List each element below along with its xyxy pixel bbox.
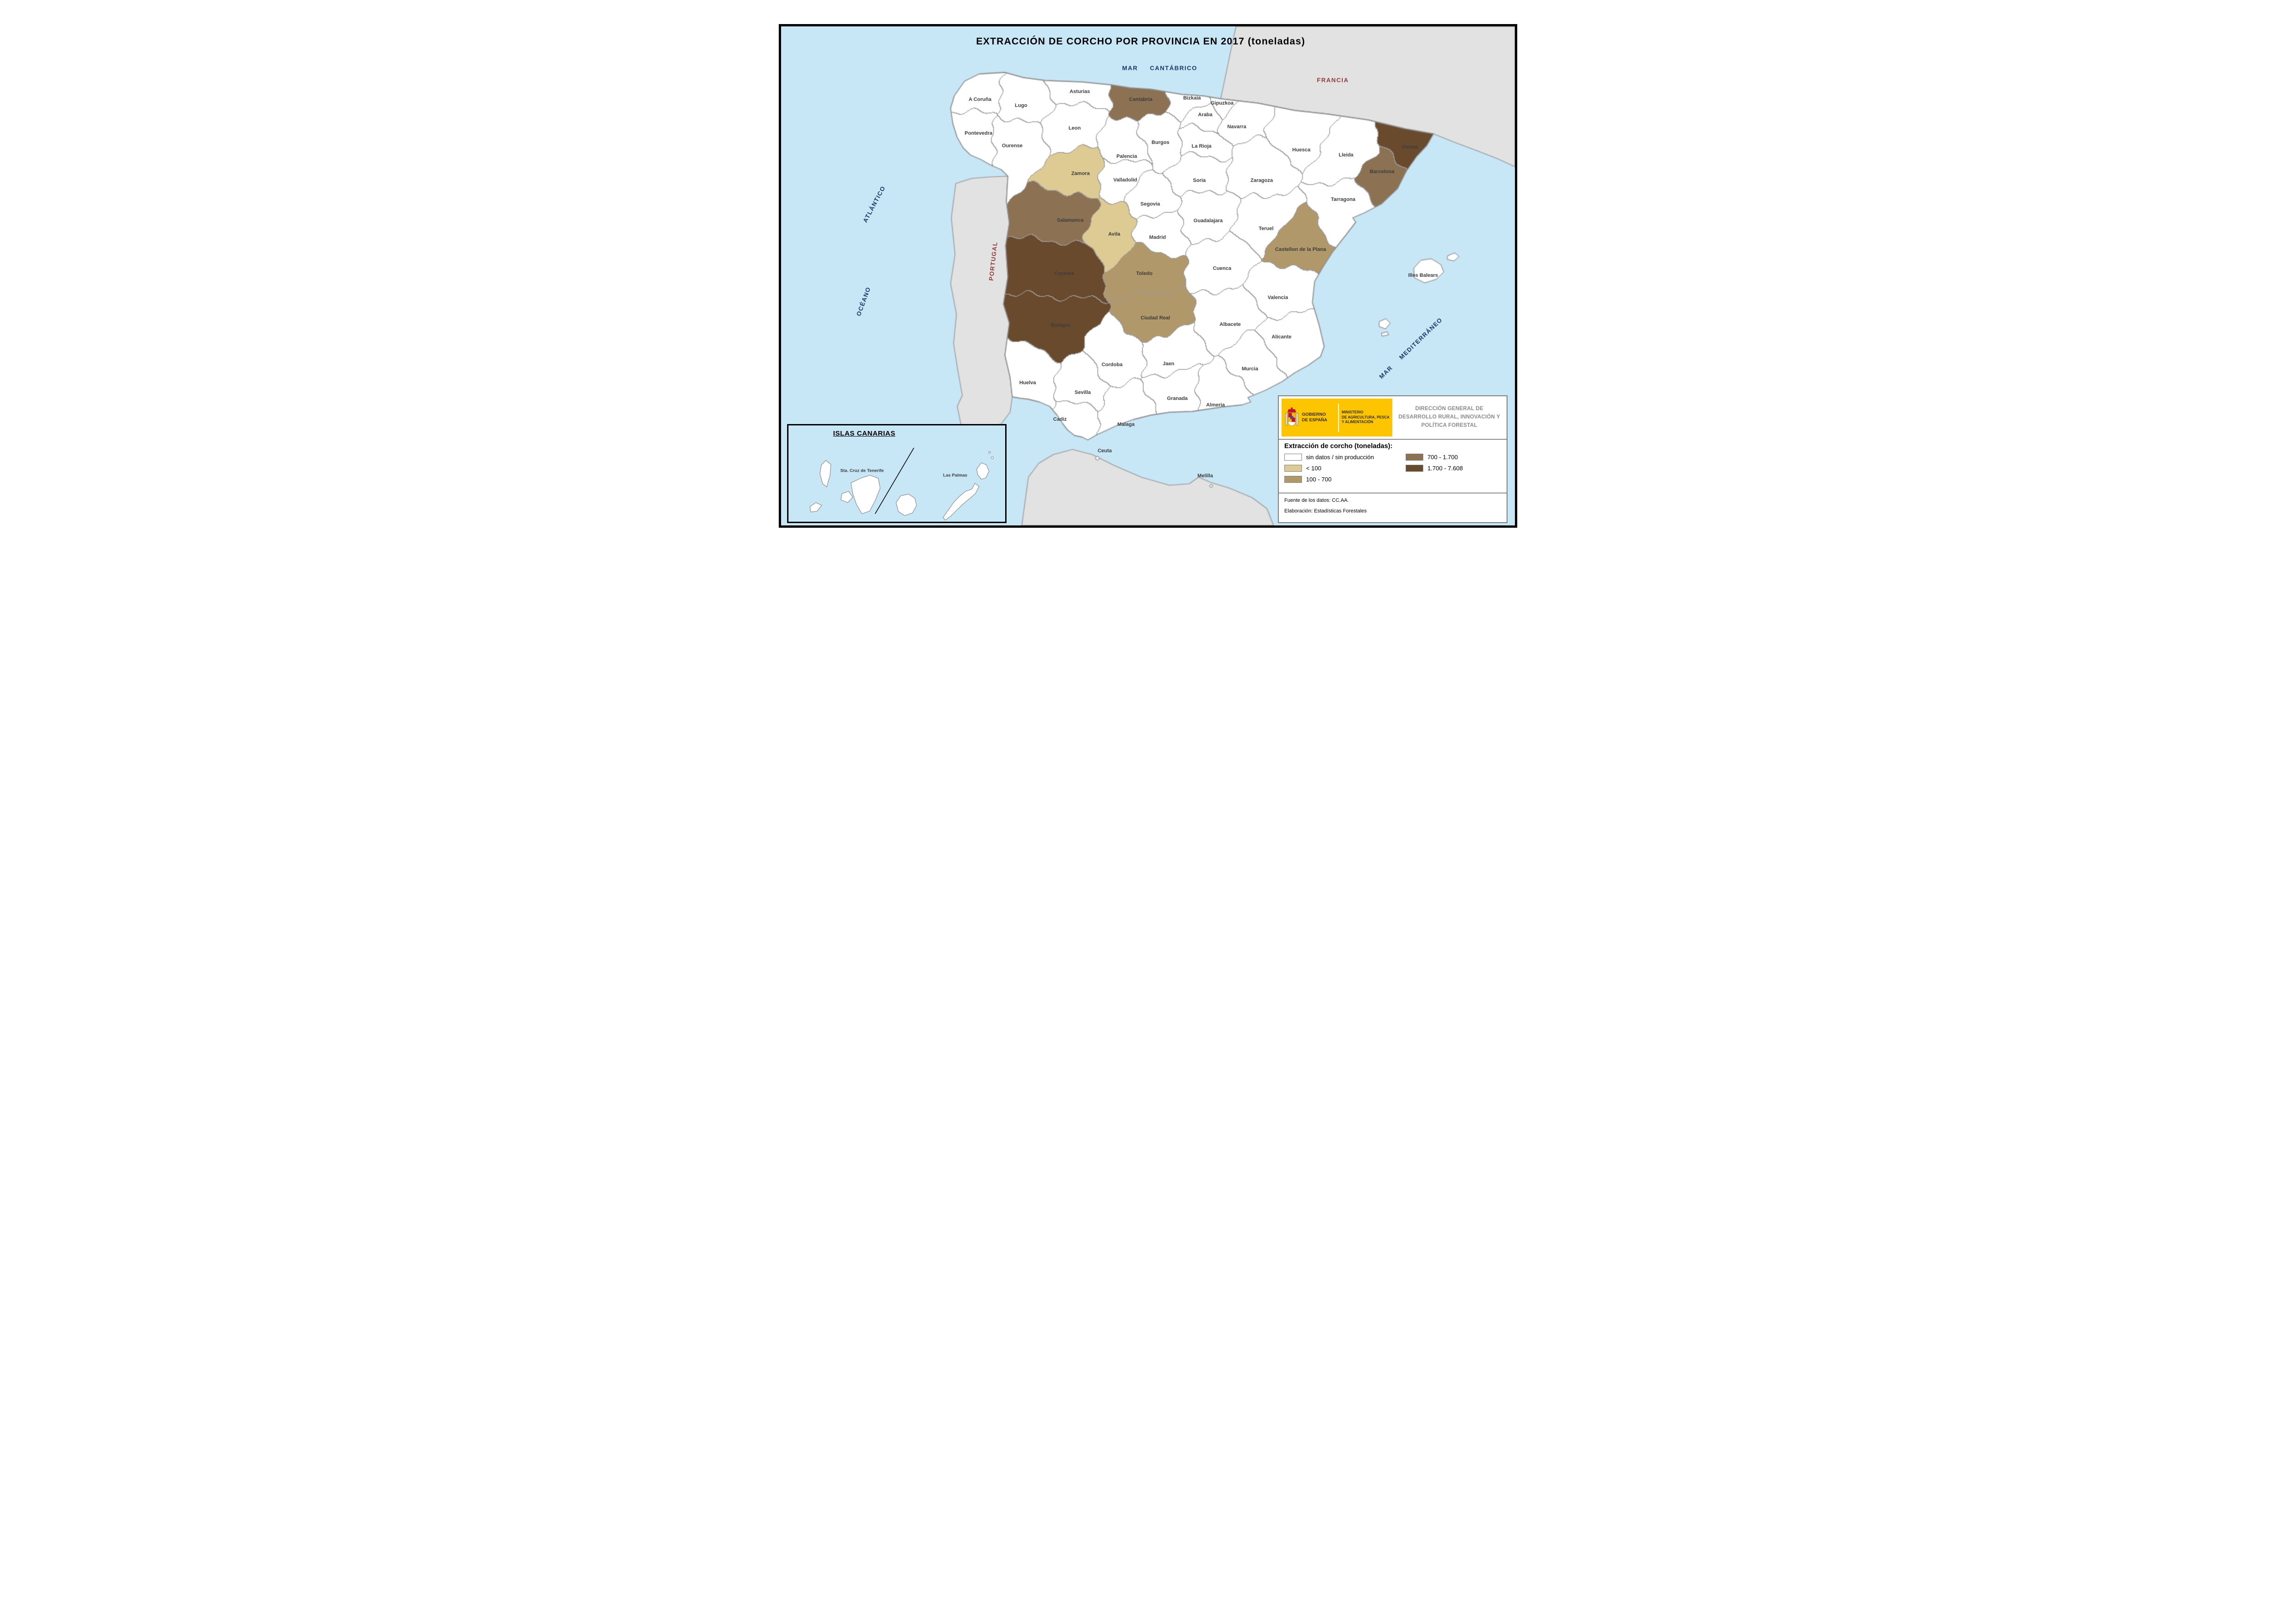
logo-divider: [1338, 403, 1339, 432]
legend-swatch-1-700-7-608: [1405, 465, 1423, 472]
gov-line: DE ESPAÑA: [1301, 418, 1327, 423]
legend-column-left: sin datos / sin producción < 100 100 - 700: [1284, 454, 1406, 483]
legend-label: < 100: [1306, 465, 1321, 472]
spain-map-frame: A Coruña Lugo Pontevedra Ourense Asturias Leo…: [779, 24, 1517, 528]
legend-label: 100 - 700: [1306, 476, 1332, 483]
spain-coat-of-arms-icon: [1282, 401, 1302, 433]
legend-swatch--100: [1284, 465, 1302, 472]
islet: [991, 456, 994, 460]
direccion-general-text: DIRECCIÓN GENERAL DE DESARROLLO RURAL, I…: [1392, 396, 1507, 439]
source-section: Fuente de los datos: CC.AA. Elaboración:…: [1278, 493, 1507, 523]
canary-inset-title: ISLAS CANARIAS: [833, 429, 895, 437]
canary-label-las-palmas: Las Palmas: [943, 473, 968, 478]
page: A Coruña Lugo Pontevedra Ourense Asturias Leo…: [765, 0, 1531, 541]
dg-line: DIRECCIÓN GENERAL DE: [1415, 406, 1483, 412]
legend-column-right: 700 - 1.700 1.700 - 7.608: [1405, 454, 1501, 483]
legend-label: 1.700 - 7.608: [1427, 465, 1463, 472]
legend-item-1-700-7-608: 1.700 - 7.608: [1405, 465, 1501, 472]
dg-line: DESARROLLO RURAL, INNOVACIÓN Y: [1398, 414, 1500, 420]
map-title: EXTRACCIÓN DE CORCHO POR PROVINCIA EN 20…: [976, 36, 1306, 47]
canary-label-tenerife: Sta. Cruz de Tenerife: [840, 468, 884, 474]
canary-islands-inset: ISLAS CANARIAS Sta. Cruz de Tenerife Las…: [787, 424, 1007, 523]
island-la-gomera: [840, 491, 853, 503]
islet: [988, 451, 991, 454]
ministry-line: DE AGRICULTURA, PESCA: [1341, 415, 1390, 419]
gobierno-de-espana-logo: GOBIERNO DE ESPAÑA MINISTERIO DE AGRICUL…: [1281, 398, 1392, 437]
legend-label: sin datos / sin producción: [1306, 454, 1374, 461]
island-gran-canaria: [895, 493, 917, 516]
island-fuerteventura: [943, 483, 980, 521]
dg-line: POLÍTICA FORESTAL: [1421, 422, 1477, 428]
island-lanzarote: [976, 462, 989, 480]
ministry-line: MINISTERIO: [1341, 410, 1364, 415]
legend-panel: GOBIERNO DE ESPAÑA MINISTERIO DE AGRICUL…: [1277, 395, 1508, 523]
legend-item-100-700: 100 - 700: [1284, 476, 1406, 483]
legend-swatch-700-1-700: [1405, 454, 1423, 461]
island-el-hierro: [809, 502, 822, 513]
source-line: Fuente de los datos: CC.AA.: [1284, 498, 1349, 504]
legend-item-sin-datos-sin-produccion: sin datos / sin producción: [1284, 454, 1406, 461]
island-la-palma: [820, 460, 832, 488]
ministry-text: MINISTERIO DE AGRICULTURA, PESCA Y ALIME…: [1342, 410, 1392, 424]
agency-header: GOBIERNO DE ESPAÑA MINISTERIO DE AGRICUL…: [1278, 396, 1507, 440]
legend-item--100: < 100: [1284, 465, 1406, 472]
island-tenerife: [851, 475, 881, 514]
legend-label: 700 - 1.700: [1427, 454, 1458, 461]
legend-swatch-sin-datos-sin-produccion: [1284, 454, 1302, 461]
legend-swatch-100-700: [1284, 476, 1302, 483]
legend-body: Extracción de corcho (toneladas): sin da…: [1279, 440, 1507, 493]
legend-title: Extracción de corcho (toneladas):: [1284, 443, 1393, 450]
ministry-line: Y ALIMENTACIÓN: [1341, 420, 1373, 424]
legend-item-700-1-700: 700 - 1.700: [1405, 454, 1501, 461]
elaboration-line: Elaboración: Estadísticas Forestales: [1284, 508, 1367, 514]
province-divider-line: [875, 448, 914, 514]
gobierno-text: GOBIERNO DE ESPAÑA: [1302, 412, 1337, 423]
canary-islands-graphic: [809, 448, 994, 521]
gov-line: GOBIERNO: [1301, 412, 1326, 418]
